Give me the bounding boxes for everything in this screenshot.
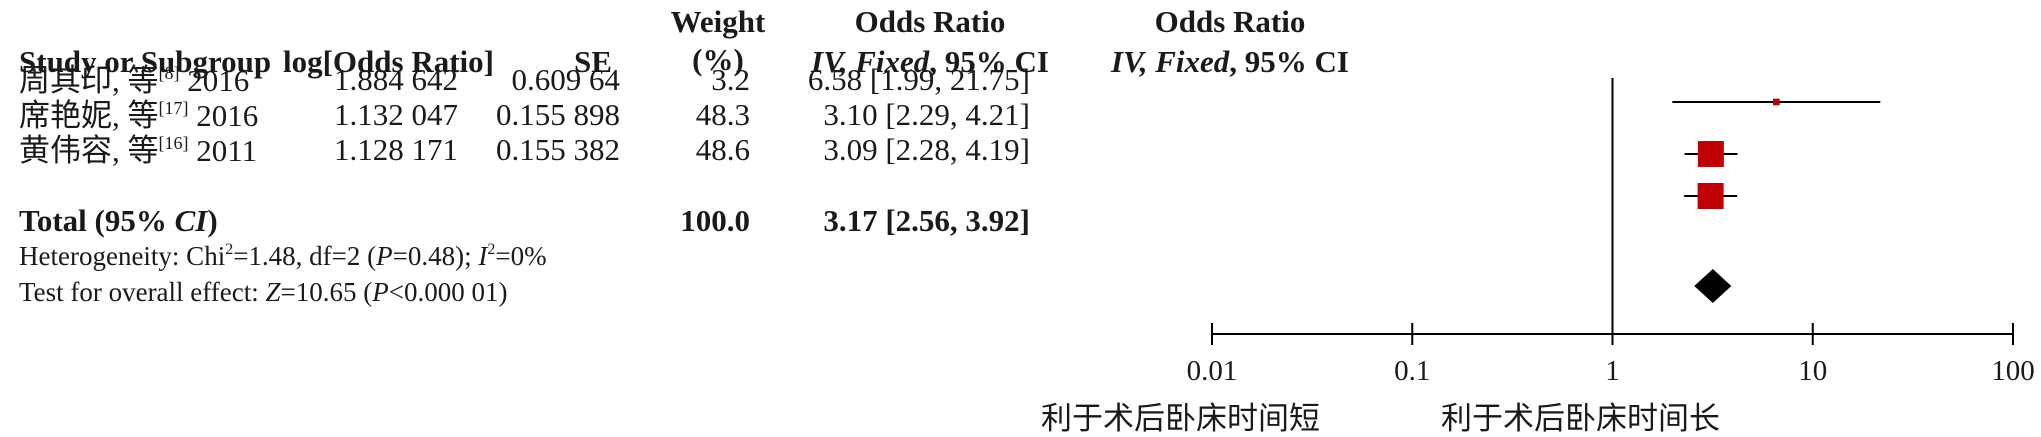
header-weight-line2: (%) bbox=[692, 42, 744, 77]
study-effect-square bbox=[1697, 183, 1724, 209]
header-or-plot-method: IV, Fixed bbox=[1111, 44, 1230, 79]
oe-p-letter: P bbox=[372, 277, 389, 307]
x-axis-tick-label: 100 bbox=[1991, 355, 2035, 387]
header-log-or: log[Odds Ratio] bbox=[283, 44, 494, 79]
study-year: 2016 bbox=[196, 98, 259, 133]
header-or-text-line1: Odds Ratio bbox=[854, 4, 1006, 39]
study-weight: 48.6 bbox=[695, 132, 750, 167]
study-effect-square bbox=[1697, 141, 1724, 167]
study-ci-text: 3.10 [2.29, 4.21] bbox=[823, 97, 1030, 132]
study-ref: [17] bbox=[158, 98, 189, 118]
overall-effect-text: Test for overall effect: Z=10.65 (P<0.00… bbox=[19, 279, 507, 306]
study-se: 0.155 382 bbox=[496, 132, 620, 167]
study-author: 黄伟容, 等 bbox=[19, 133, 159, 168]
header-or-text-method: IV, Fixed bbox=[811, 44, 930, 79]
study-author: 周其印, 等 bbox=[19, 63, 159, 98]
study-log-or: 1.128 171 bbox=[334, 132, 458, 167]
oe-p-value: <0.000 01) bbox=[388, 277, 508, 307]
het-i-value: =0% bbox=[495, 241, 547, 271]
axis-right-label-text: 利于术后卧床时间长 bbox=[1441, 401, 1720, 436]
study-weight: 3.2 bbox=[711, 62, 750, 97]
total-ci-text: 3.17 [2.56, 3.92] bbox=[823, 203, 1030, 238]
x-axis-tick-label: 1 bbox=[1605, 355, 1620, 387]
axis-left-label-text: 利于术后卧床时间短 bbox=[1041, 401, 1320, 436]
het-mid: =1.48, df=2 ( bbox=[233, 241, 377, 271]
het-p-value: =0.48); bbox=[392, 241, 479, 271]
study-ci-text: 3.09 [2.28, 4.19] bbox=[823, 132, 1030, 167]
study-author: 席艳妮, 等 bbox=[19, 98, 159, 133]
header-or-text-ci: , 95% CI bbox=[929, 44, 1049, 79]
header-or-plot-line1: Odds Ratio bbox=[1154, 4, 1306, 39]
total-weight: 100.0 bbox=[680, 203, 750, 238]
study-ref: [16] bbox=[158, 133, 189, 153]
study-log-or: 1.132 047 bbox=[334, 97, 458, 132]
study-ref: [8] bbox=[158, 63, 180, 83]
x-axis-tick-label: 0.01 bbox=[1186, 355, 1238, 387]
header-or-plot-ci: , 95% CI bbox=[1229, 44, 1349, 79]
het-chi-sup: 2 bbox=[225, 241, 234, 258]
x-axis-tick-label: 10 bbox=[1798, 355, 1828, 387]
study-ci-text: 6.58 [1.99, 21.75] bbox=[807, 62, 1030, 97]
het-i-letter: I bbox=[478, 241, 488, 271]
study-label: 黄伟容, 等[16] 2011 bbox=[19, 134, 257, 166]
study-se: 0.609 64 bbox=[511, 62, 621, 97]
header-se: SE bbox=[574, 44, 612, 79]
study-se: 0.155 898 bbox=[496, 97, 620, 132]
het-p-letter: P bbox=[376, 241, 393, 271]
study-effect-square bbox=[1773, 98, 1780, 106]
total-label-prefix: Total (95% bbox=[19, 203, 175, 238]
x-axis-tick-label: 0.1 bbox=[1394, 355, 1431, 387]
header-study: Study or Subgroup bbox=[19, 44, 272, 79]
oe-z-letter: Z bbox=[265, 277, 281, 307]
total-label-suffix: ) bbox=[207, 203, 218, 238]
study-year: 2011 bbox=[196, 133, 258, 168]
oe-prefix: Test for overall effect: bbox=[19, 277, 266, 307]
oe-z-value: =10.65 ( bbox=[280, 277, 373, 307]
total-label-ci: CI bbox=[174, 203, 208, 238]
het-prefix: Heterogeneity: Chi bbox=[19, 241, 226, 271]
header-or-text-line2: IV, Fixed, 95% CI bbox=[800, 46, 1060, 77]
het-i-sup: 2 bbox=[487, 241, 496, 258]
study-weight: 48.3 bbox=[695, 97, 750, 132]
header-weight-line1: Weight bbox=[670, 4, 766, 39]
heterogeneity-text: Heterogeneity: Chi2=1.48, df=2 (P=0.48);… bbox=[19, 242, 547, 270]
study-label: 周其印, 等[8] 2016 bbox=[19, 64, 249, 96]
header-or-plot-line2: IV, Fixed, 95% CI bbox=[1100, 46, 1360, 77]
total-label: Total (95% CI) bbox=[19, 205, 218, 236]
study-label: 席艳妮, 等[17] 2016 bbox=[19, 99, 258, 131]
study-log-or: 1.884 642 bbox=[334, 62, 458, 97]
study-year: 2016 bbox=[187, 63, 250, 98]
pooled-effect-diamond bbox=[1694, 269, 1732, 303]
